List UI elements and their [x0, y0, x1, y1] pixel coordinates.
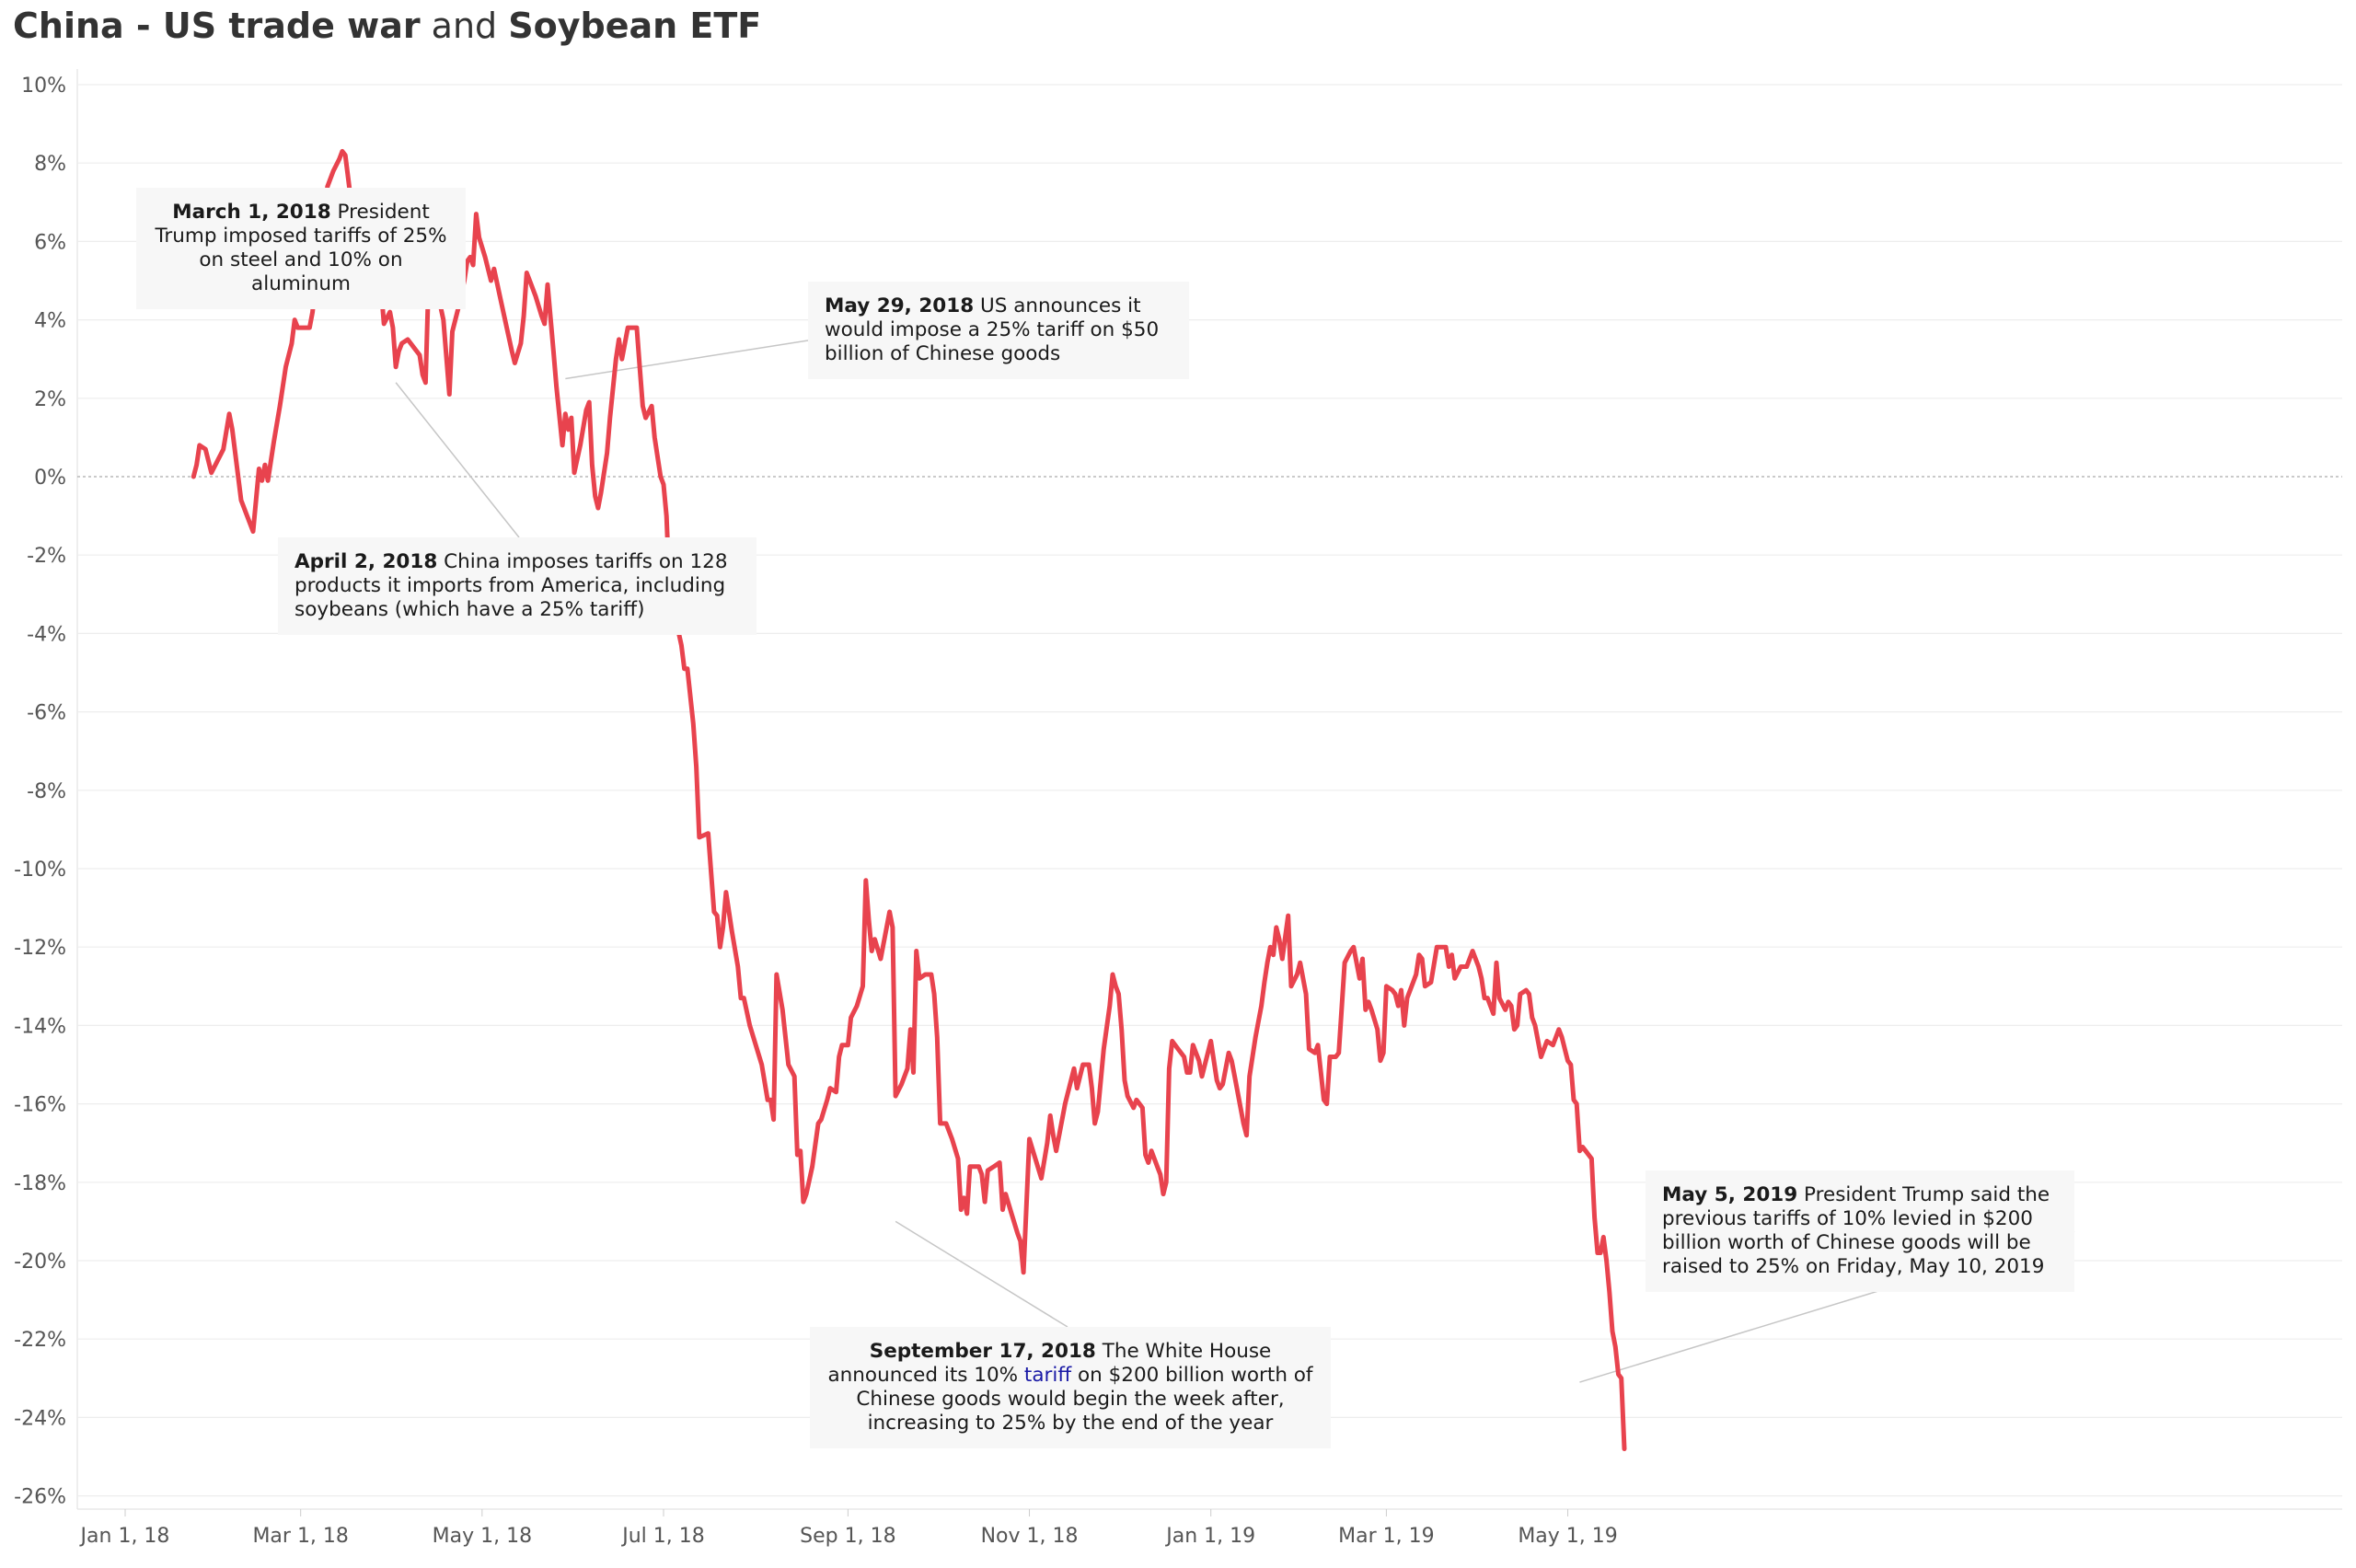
y-tick-label: -10% [14, 859, 66, 882]
y-axis: 10% 8% 6% 4% 2% 0% -2% -4% -6% -8% -10% -12% -14% -16… [14, 75, 66, 1509]
annotation-april-2018: April 2, 2018 China imposes tariffs on 1… [278, 537, 756, 635]
annotation-leader-line [895, 1220, 1068, 1328]
y-tick-label: -16% [14, 1094, 66, 1117]
x-tick-label: May 1, 18 [433, 1525, 532, 1548]
annotation-may-2019: May 5, 2019 President Trump said the pre… [1646, 1170, 2074, 1292]
annotation-date: March 1, 2018 [172, 201, 331, 224]
chart-title: China - US trade war and Soybean ETF [13, 6, 761, 46]
x-tick-label: Sep 1, 18 [800, 1525, 895, 1548]
annotation-text: President Trump said the previous tariff… [1662, 1183, 2050, 1278]
y-tick-label: -6% [27, 702, 66, 725]
y-tick-label: 4% [34, 310, 66, 333]
y-tick-label: 2% [34, 388, 66, 411]
y-tick-label: 6% [34, 231, 66, 254]
y-tick-label: -2% [27, 545, 66, 568]
x-tick-label: Jul 1, 18 [620, 1525, 705, 1548]
grid-lines [76, 69, 2342, 1510]
title-part-1: China - US trade war [13, 6, 421, 46]
annotation-text: The White House announced its 10% [827, 1340, 1272, 1387]
y-tick-label: -4% [27, 623, 66, 646]
y-tick-label: 8% [34, 153, 66, 176]
annotation-text-after: on $200 billion worth of Chinese goods w… [856, 1364, 1313, 1435]
annotation-date: September 17, 2018 [869, 1340, 1096, 1363]
annotation-leader-line [565, 340, 809, 380]
annotation-date: May 29, 2018 [825, 294, 975, 317]
y-tick-label: -22% [14, 1329, 66, 1352]
tariff-link[interactable]: tariff [1023, 1364, 1072, 1387]
y-tick-label: -20% [14, 1251, 66, 1274]
annotation-text: China imposes tariffs on 128 products it… [294, 550, 728, 621]
x-tick-label: May 1, 19 [1518, 1525, 1617, 1548]
annotation-text: US announces it would impose a 25% tarif… [825, 294, 1160, 365]
y-tick-label: 10% [21, 75, 66, 98]
annotation-september-2018: September 17, 2018 The White House annou… [810, 1327, 1331, 1448]
title-part-3: Soybean ETF [508, 6, 762, 46]
y-tick-label: -26% [14, 1486, 66, 1509]
annotation-march-2018: March 1, 2018 President Trump imposed ta… [136, 188, 466, 309]
annotation-text: President Trump imposed tariffs of 25% o… [155, 201, 447, 295]
y-tick-label: -18% [14, 1172, 66, 1195]
annotation-may-2018: May 29, 2018 US announces it would impos… [808, 282, 1189, 379]
y-tick-label: -14% [14, 1015, 66, 1038]
y-tick-label: -12% [14, 937, 66, 960]
x-tick-label: Jan 1, 19 [1164, 1525, 1255, 1548]
annotation-date: May 5, 2019 [1662, 1183, 1798, 1206]
x-axis: Jan 1, 18 Mar 1, 18 May 1, 18 Jul 1, 18 Sep … [79, 1509, 1618, 1548]
x-tick-label: Jan 1, 18 [79, 1525, 170, 1548]
y-tick-label: -24% [14, 1407, 66, 1430]
title-part-2: and [420, 6, 509, 46]
annotation-date: April 2, 2018 [294, 550, 438, 573]
x-tick-label: Mar 1, 18 [252, 1525, 348, 1548]
x-tick-label: Nov 1, 18 [981, 1525, 1079, 1548]
y-tick-label: 0% [34, 467, 66, 490]
y-tick-label: -8% [27, 780, 66, 803]
annotation-leader-line [395, 382, 520, 538]
x-tick-label: Mar 1, 19 [1338, 1525, 1434, 1548]
